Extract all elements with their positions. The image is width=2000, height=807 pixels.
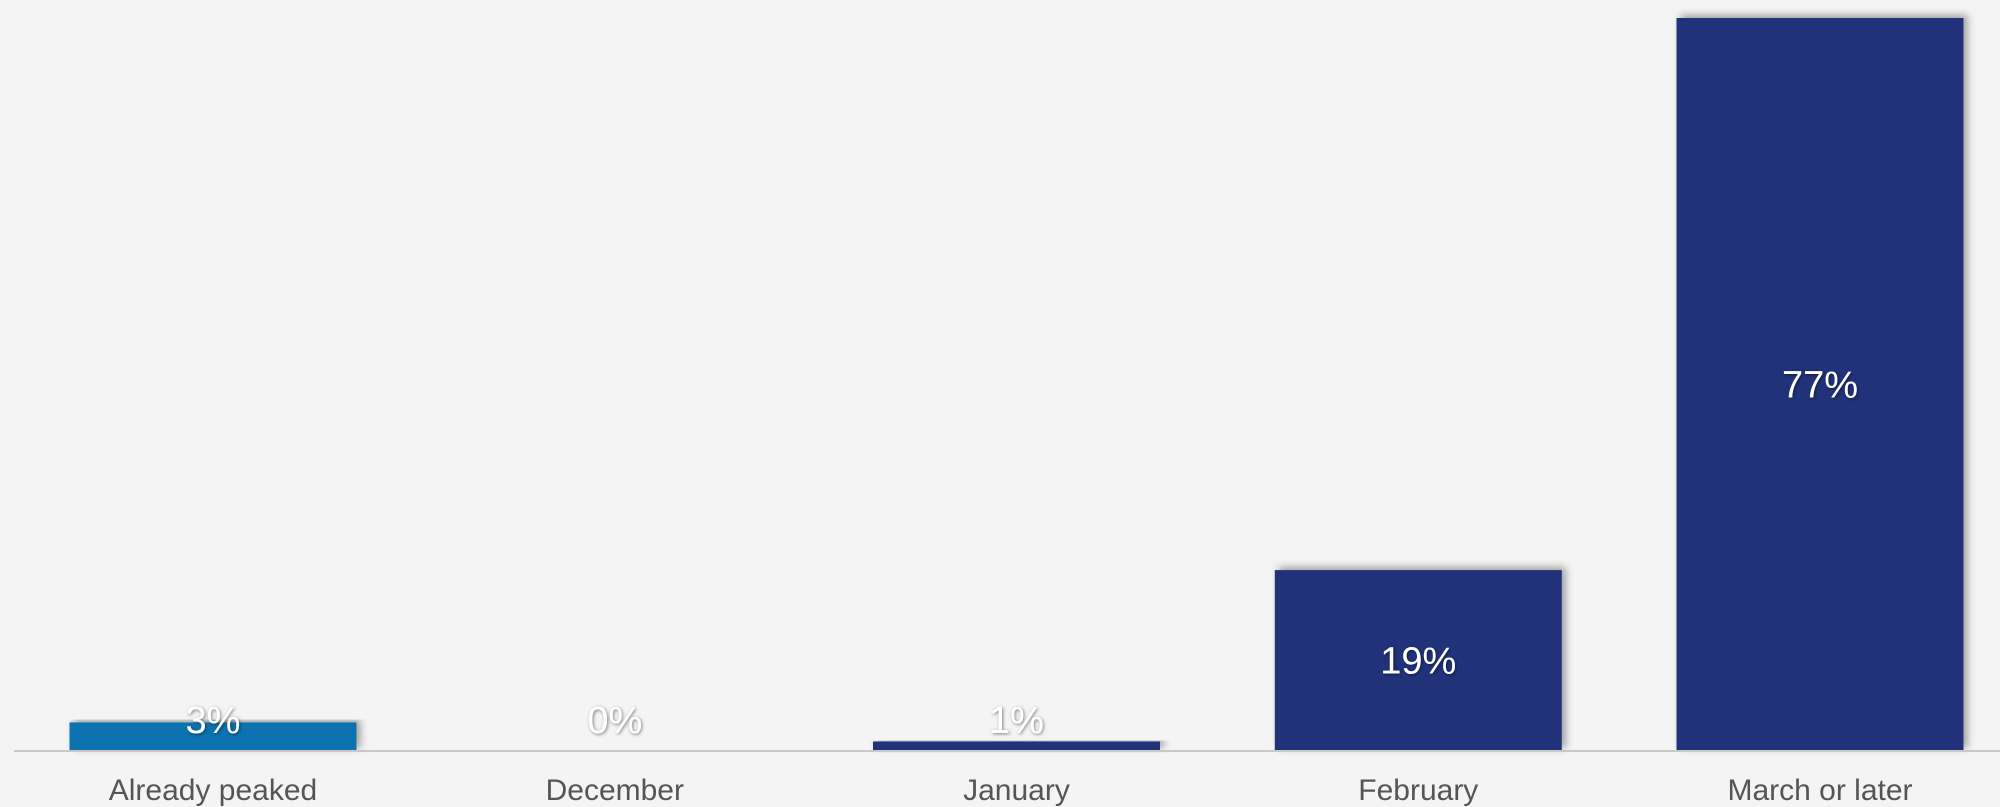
- bar-4: [1676, 18, 1964, 751]
- value-label-3: 19%: [1380, 641, 1456, 683]
- category-label-1: December: [546, 774, 684, 807]
- bars-layer: [69, 18, 1964, 751]
- value-label-4: 77%: [1782, 365, 1858, 407]
- category-label-3: February: [1358, 774, 1478, 807]
- value-label-0: 3%: [186, 700, 241, 742]
- bar-2: [873, 741, 1160, 751]
- category-label-0: Already peaked: [109, 774, 317, 807]
- category-labels-layer: Already peaked December January February Mar…: [109, 774, 1913, 807]
- bar-3: [1274, 570, 1562, 751]
- category-label-2: January: [963, 774, 1070, 807]
- category-label-4: March or later: [1727, 774, 1912, 807]
- bar-0: [69, 722, 357, 751]
- value-label-2: 1%: [989, 700, 1044, 742]
- value-label-1: 0%: [587, 700, 642, 742]
- value-labels-layer: 3% 0% 1% 19% 77%: [186, 365, 1858, 743]
